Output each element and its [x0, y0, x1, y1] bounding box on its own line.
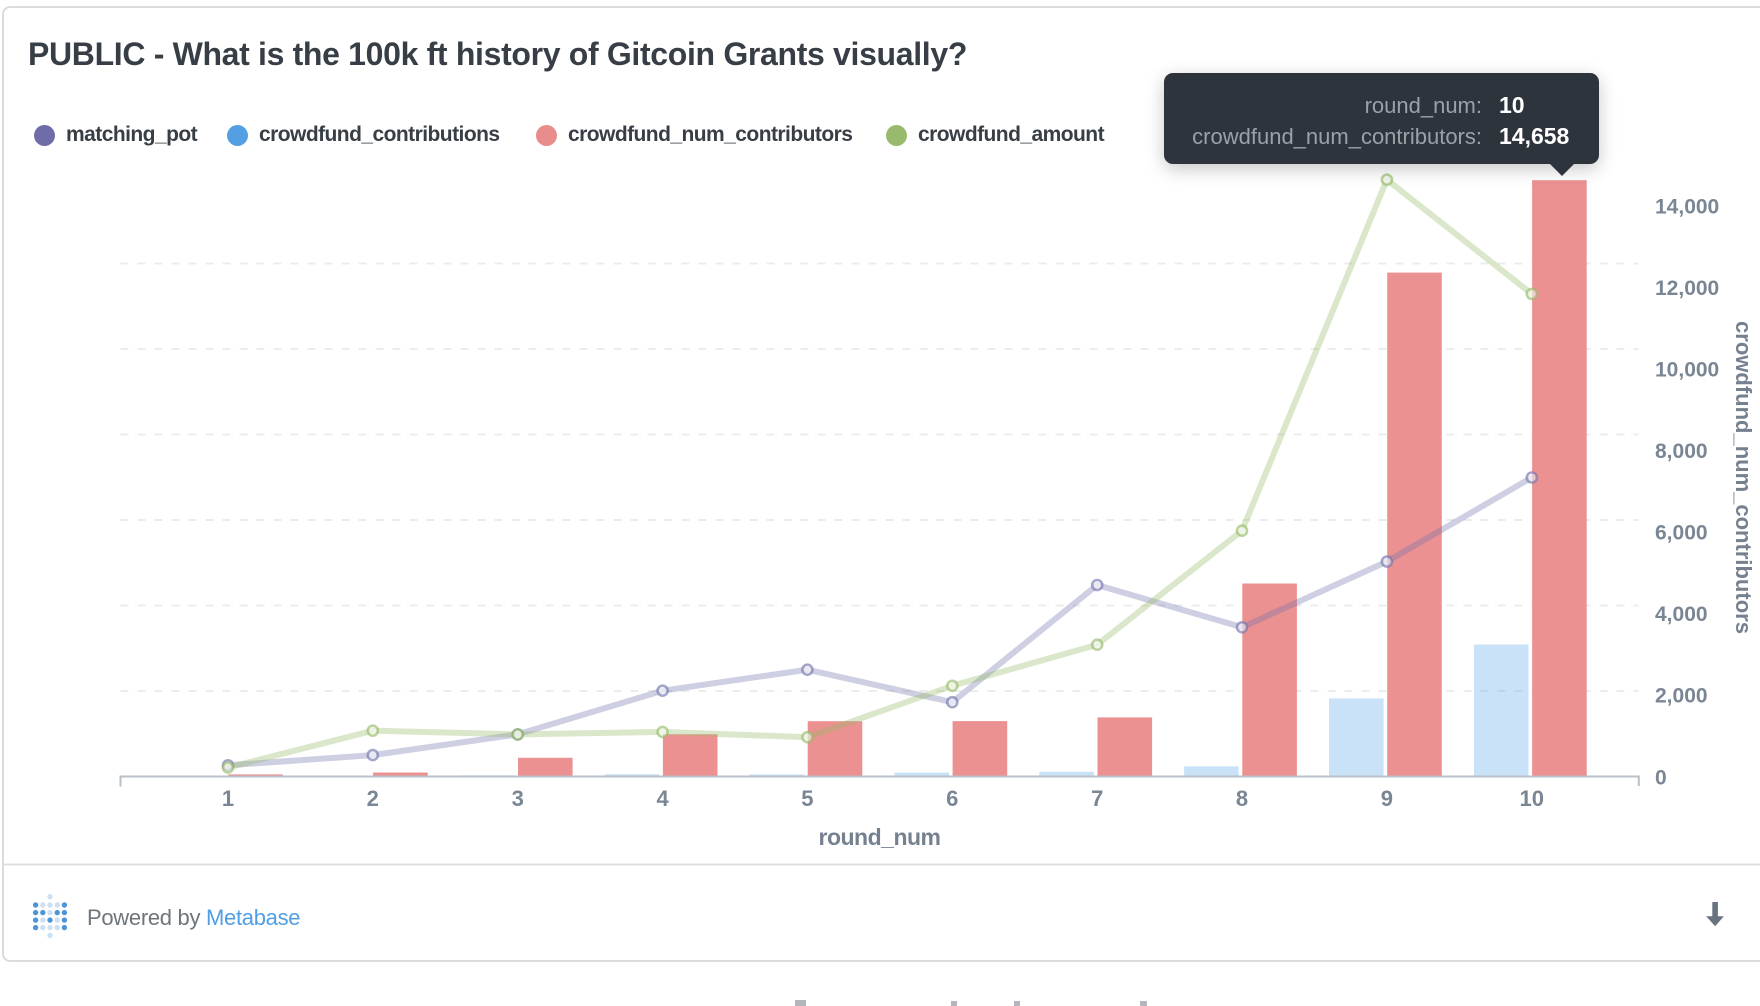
svg-text:2,000: 2,000	[1655, 685, 1708, 708]
svg-text:6,000: 6,000	[1655, 522, 1708, 545]
svg-text:10,000: 10,000	[1655, 359, 1719, 382]
svg-text:crowdfund_num_contributors: crowdfund_num_contributors	[1731, 321, 1756, 634]
svg-text:3: 3	[512, 786, 524, 811]
svg-text:6: 6	[946, 786, 958, 811]
svg-text:4,000: 4,000	[1655, 603, 1708, 626]
svg-text:4: 4	[656, 786, 669, 811]
svg-text:9: 9	[1381, 786, 1393, 811]
svg-text:0: 0	[1655, 766, 1667, 789]
svg-text:8,000: 8,000	[1655, 440, 1708, 463]
svg-text:2: 2	[367, 786, 379, 811]
svg-text:10: 10	[1520, 786, 1544, 811]
svg-text:14,000: 14,000	[1655, 196, 1719, 219]
svg-text:12,000: 12,000	[1655, 277, 1719, 300]
svg-text:7: 7	[1091, 786, 1103, 811]
svg-text:5: 5	[801, 786, 813, 811]
svg-text:round_num: round_num	[819, 824, 941, 850]
svg-text:1: 1	[222, 786, 234, 811]
svg-text:8: 8	[1236, 786, 1248, 811]
